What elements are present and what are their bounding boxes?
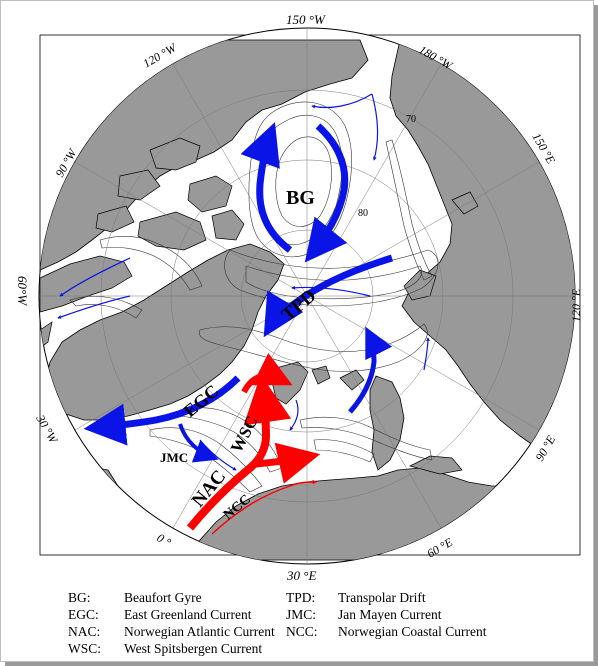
meridian-label-90e: 90 °E: [532, 432, 558, 463]
label-jmc: JMC: [160, 450, 188, 465]
meridian-label-30w: 30 °W: [33, 412, 61, 447]
label-bg: BG: [286, 187, 315, 209]
meridian-label-0: 0 °: [155, 530, 174, 549]
meridian-label-60e: 60 °E: [425, 535, 456, 561]
meridian-label-30e: 30 °E: [286, 568, 316, 583]
latitude-label-70: 70: [406, 114, 416, 125]
meridian-label-120e: 120 °E: [569, 288, 583, 322]
meridian-label-60w: 60°W: [15, 276, 30, 306]
latitude-label-80: 80: [358, 208, 368, 219]
meridian-label-150w: 150 °W: [286, 12, 326, 27]
